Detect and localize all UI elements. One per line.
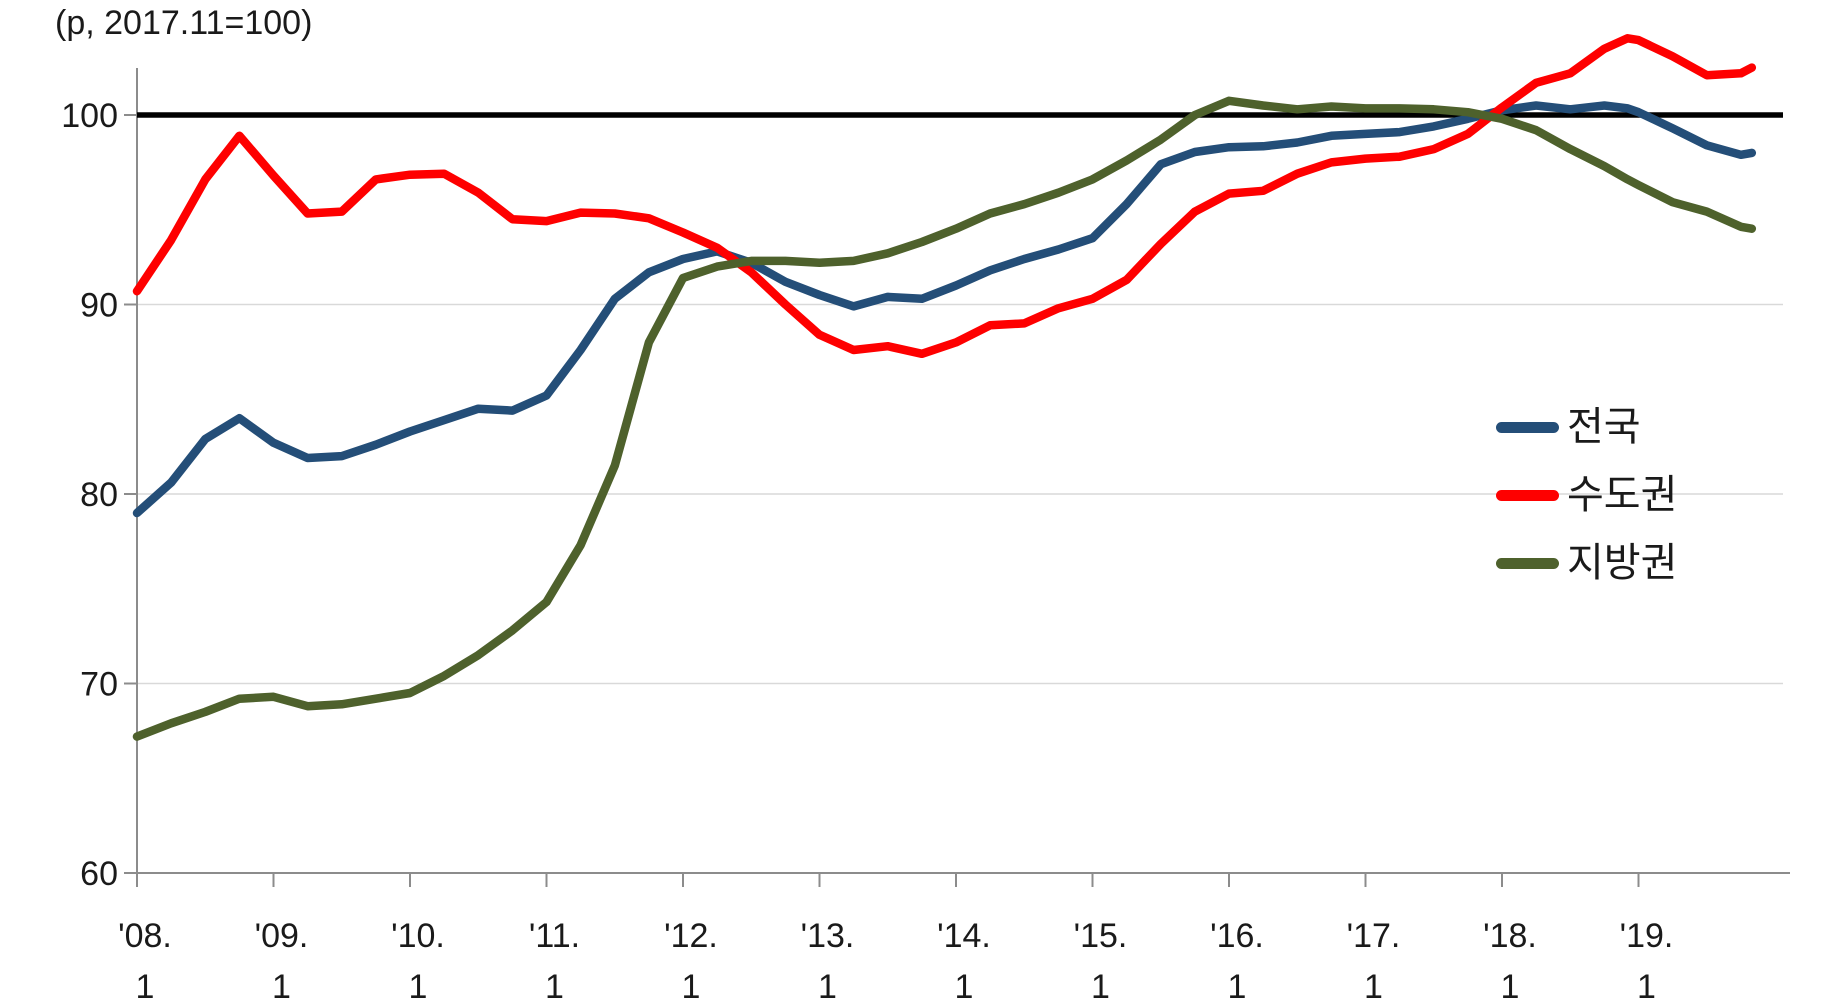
y-tick-label-100: 100 (61, 97, 118, 135)
y-tick-label-80: 80 (80, 476, 118, 514)
x-tick-label-month: 1 (545, 968, 564, 1005)
x-tick-label-month: 1 (1637, 968, 1656, 1005)
legend-label-capital-region: 수도권 (1567, 473, 1678, 517)
x-tick-label-year: '17. (1347, 917, 1401, 955)
x-tick-label-month: 1 (272, 968, 291, 1005)
legend-item-provincial-region: 지방권 (1496, 540, 1677, 586)
series-line-provincial-region (132, 96, 1757, 741)
provincial-region-line-swatch (1496, 557, 1559, 569)
legend-label-national: 전국 (1567, 405, 1641, 449)
y-tick-label-90: 90 (80, 287, 118, 325)
legend-item-national: 전국 (1496, 404, 1677, 450)
x-tick-label-year: '08. (118, 917, 172, 955)
x-tick-label-year: '11. (529, 917, 580, 955)
national-line-swatch (1496, 421, 1559, 433)
x-tick-label-year: '09. (255, 917, 309, 955)
x-tick-label-year: '10. (391, 917, 445, 955)
x-tick-label-month: 1 (1228, 968, 1247, 1005)
x-tick-label-month: 1 (682, 968, 701, 1005)
x-tick-label-year: '16. (1210, 917, 1264, 955)
x-tick-label-year: '18. (1483, 917, 1537, 955)
x-tick-label-month: 1 (1501, 968, 1520, 1005)
legend-item-capital-region: 수도권 (1496, 472, 1677, 518)
x-tick-label-year: '19. (1620, 917, 1674, 955)
y-tick-label-60: 60 (80, 855, 118, 893)
x-tick-label-month: 1 (1364, 968, 1383, 1005)
x-tick-label-year: '14. (937, 917, 991, 955)
x-tick-label-year: '15. (1074, 917, 1128, 955)
series-line-national (132, 101, 1757, 518)
x-tick-label-month: 1 (409, 968, 428, 1005)
x-tick-label-month: 1 (955, 968, 974, 1005)
x-tick-label-month: 1 (818, 968, 837, 1005)
capital-region-line-swatch (1496, 489, 1559, 501)
x-tick-label-month: 1 (136, 968, 155, 1005)
y-tick-label-70: 70 (80, 666, 118, 704)
x-tick-label-year: '13. (801, 917, 855, 955)
x-tick-label-year: '12. (664, 917, 718, 955)
chart-title: (p, 2017.11=100) (55, 4, 313, 42)
x-tick-label-month: 1 (1091, 968, 1110, 1005)
chart-legend: 전국 수도권 지방권 (1496, 404, 1677, 586)
series-line-capital-region (132, 34, 1757, 359)
legend-label-provincial-region: 지방권 (1567, 541, 1678, 585)
